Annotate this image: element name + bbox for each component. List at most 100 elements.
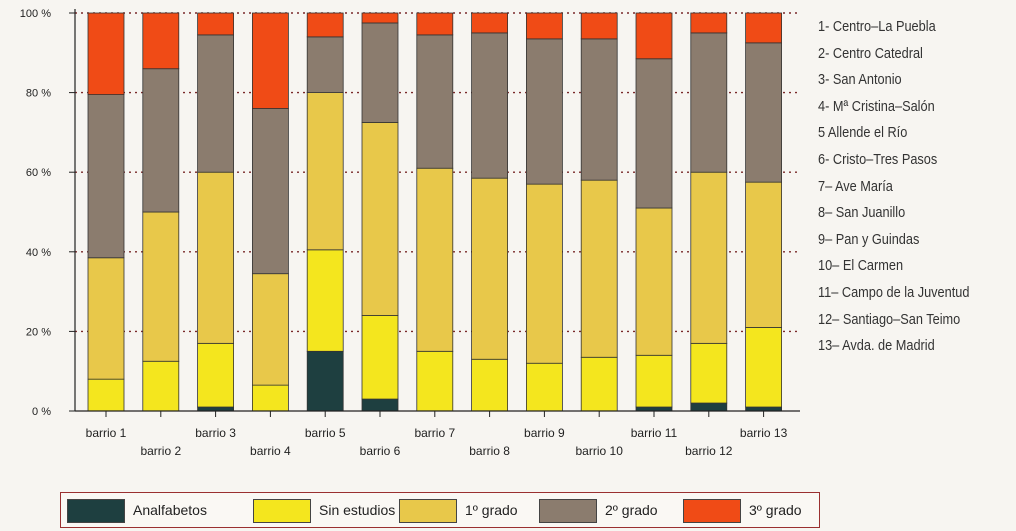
bar-segment	[580, 12, 618, 40]
x-tick-labels: barrio 1 barrio 2 barrio 3 barrio 4 barrio 5…	[86, 426, 788, 458]
y-tick-label: 100 %	[20, 8, 51, 20]
bar-segment	[745, 327, 782, 408]
bar-segment	[306, 12, 344, 38]
bar-segment	[471, 12, 509, 34]
x-tick-label: barrio 5	[305, 426, 346, 440]
bar-segment	[361, 12, 399, 24]
bar-segment	[306, 350, 344, 412]
x-tick-label: barrio 4	[250, 444, 291, 458]
bar-segment	[690, 32, 728, 173]
key-item: 13– Avda. de Madrid	[818, 337, 935, 355]
bar-segment	[142, 68, 180, 213]
bar-segment	[251, 273, 289, 386]
bar-segment	[142, 211, 180, 362]
bar-segment	[416, 12, 454, 36]
bar-segment	[306, 36, 344, 94]
bar-segment	[197, 342, 235, 408]
legend-swatch	[399, 499, 457, 523]
bar-segment	[197, 171, 235, 344]
axes	[69, 9, 800, 417]
bar-segment	[471, 177, 509, 360]
y-tick-label: 0 %	[32, 406, 51, 418]
bar-segment	[526, 362, 563, 412]
key-item: 8– San Juanillo	[818, 204, 906, 222]
bar-segment	[690, 12, 728, 34]
x-tick-label: barrio 3	[195, 426, 236, 440]
y-tick-label: 40 %	[26, 247, 51, 259]
bar-segment	[416, 350, 454, 412]
barrio-key-list: 1- Centro–La Puebla 2- Centro Catedral 3…	[818, 14, 969, 360]
bar-segment	[251, 384, 289, 412]
bar-segment	[635, 354, 673, 408]
x-tick-label: barrio 2	[140, 444, 181, 458]
x-tick-label: barrio 6	[360, 444, 401, 458]
legend-label: 2º grado	[605, 502, 658, 518]
bar-segment	[745, 12, 782, 44]
legend-label: Sin estudios	[319, 502, 396, 518]
bar-segment	[306, 249, 344, 352]
legend-swatch	[683, 499, 741, 523]
key-item: 12– Santiago–San Teimo	[818, 310, 961, 328]
bar-segment	[745, 181, 782, 328]
bar-segment	[690, 171, 728, 344]
x-tick-label: barrio 11	[631, 426, 678, 440]
bar-segment	[197, 34, 235, 173]
x-tick-label: barrio 12	[685, 444, 733, 458]
bar-segment	[251, 108, 289, 275]
bar-segment	[745, 42, 782, 183]
bar-segment	[635, 207, 673, 356]
bar-segment	[635, 12, 673, 60]
bar-segment	[580, 356, 618, 412]
bar-segment	[361, 122, 399, 316]
bar-segment	[635, 58, 673, 209]
x-tick-label: barrio 13	[740, 426, 788, 440]
bar-segment	[306, 92, 344, 251]
bar-segment	[87, 378, 125, 412]
bar-segment	[526, 183, 563, 364]
bar-segment	[251, 12, 289, 109]
y-tick-label: 20 %	[26, 326, 51, 338]
key-item: 9– Pan y Guindas	[818, 230, 920, 248]
y-tick-label: 80 %	[26, 88, 51, 100]
x-tick-label: barrio 8	[469, 444, 510, 458]
key-item: 10– El Carmen	[818, 257, 904, 275]
key-item: 6- Cristo–Tres Pasos	[818, 150, 938, 168]
key-item: 3- San Antonio	[818, 71, 902, 89]
bar-segment	[142, 12, 180, 70]
bar-segment	[361, 398, 399, 412]
bar-segment	[361, 22, 399, 123]
legend-swatch	[539, 499, 597, 523]
key-item: 7– Ave María	[818, 177, 893, 195]
bar-segment	[471, 32, 509, 179]
legend-swatch	[253, 499, 311, 523]
y-tick-labels: 0 % 20 % 40 % 60 % 80 % 100 %	[20, 8, 51, 418]
bar-segment	[580, 38, 618, 181]
bar-segment	[580, 179, 618, 358]
bar-segment	[471, 358, 509, 412]
bar-segment	[690, 402, 728, 412]
bar-segment	[87, 94, 125, 259]
legend-label: 1º grado	[465, 502, 518, 518]
key-item: 1- Centro–La Puebla	[818, 18, 936, 35]
key-item: 4- Mª Cristina–Salón	[818, 97, 935, 115]
bar-segment	[142, 360, 180, 412]
bars	[87, 12, 782, 412]
y-tick-label: 60 %	[26, 167, 51, 179]
x-tick-label: barrio 1	[86, 426, 127, 440]
x-tick-label: barrio 7	[414, 426, 455, 440]
bar-segment	[87, 257, 125, 380]
bar-segment	[197, 12, 235, 36]
grid-lines	[75, 12, 800, 333]
bar-segment	[416, 34, 454, 169]
x-tick-label: barrio 9	[524, 426, 565, 440]
x-tick-label: barrio 10	[576, 444, 624, 458]
key-item: 5 Allende el Río	[818, 124, 908, 142]
legend-label: 3º grado	[749, 502, 802, 518]
bar-segment	[526, 12, 563, 40]
bar-segment	[361, 315, 399, 400]
bar-segment	[690, 342, 728, 404]
legend: Analfabetos Sin estudios 1º grado 2º gra…	[60, 492, 820, 528]
key-item: 2- Centro Catedral	[818, 44, 923, 62]
bar-segment	[526, 38, 563, 185]
bar-segment	[416, 167, 454, 352]
